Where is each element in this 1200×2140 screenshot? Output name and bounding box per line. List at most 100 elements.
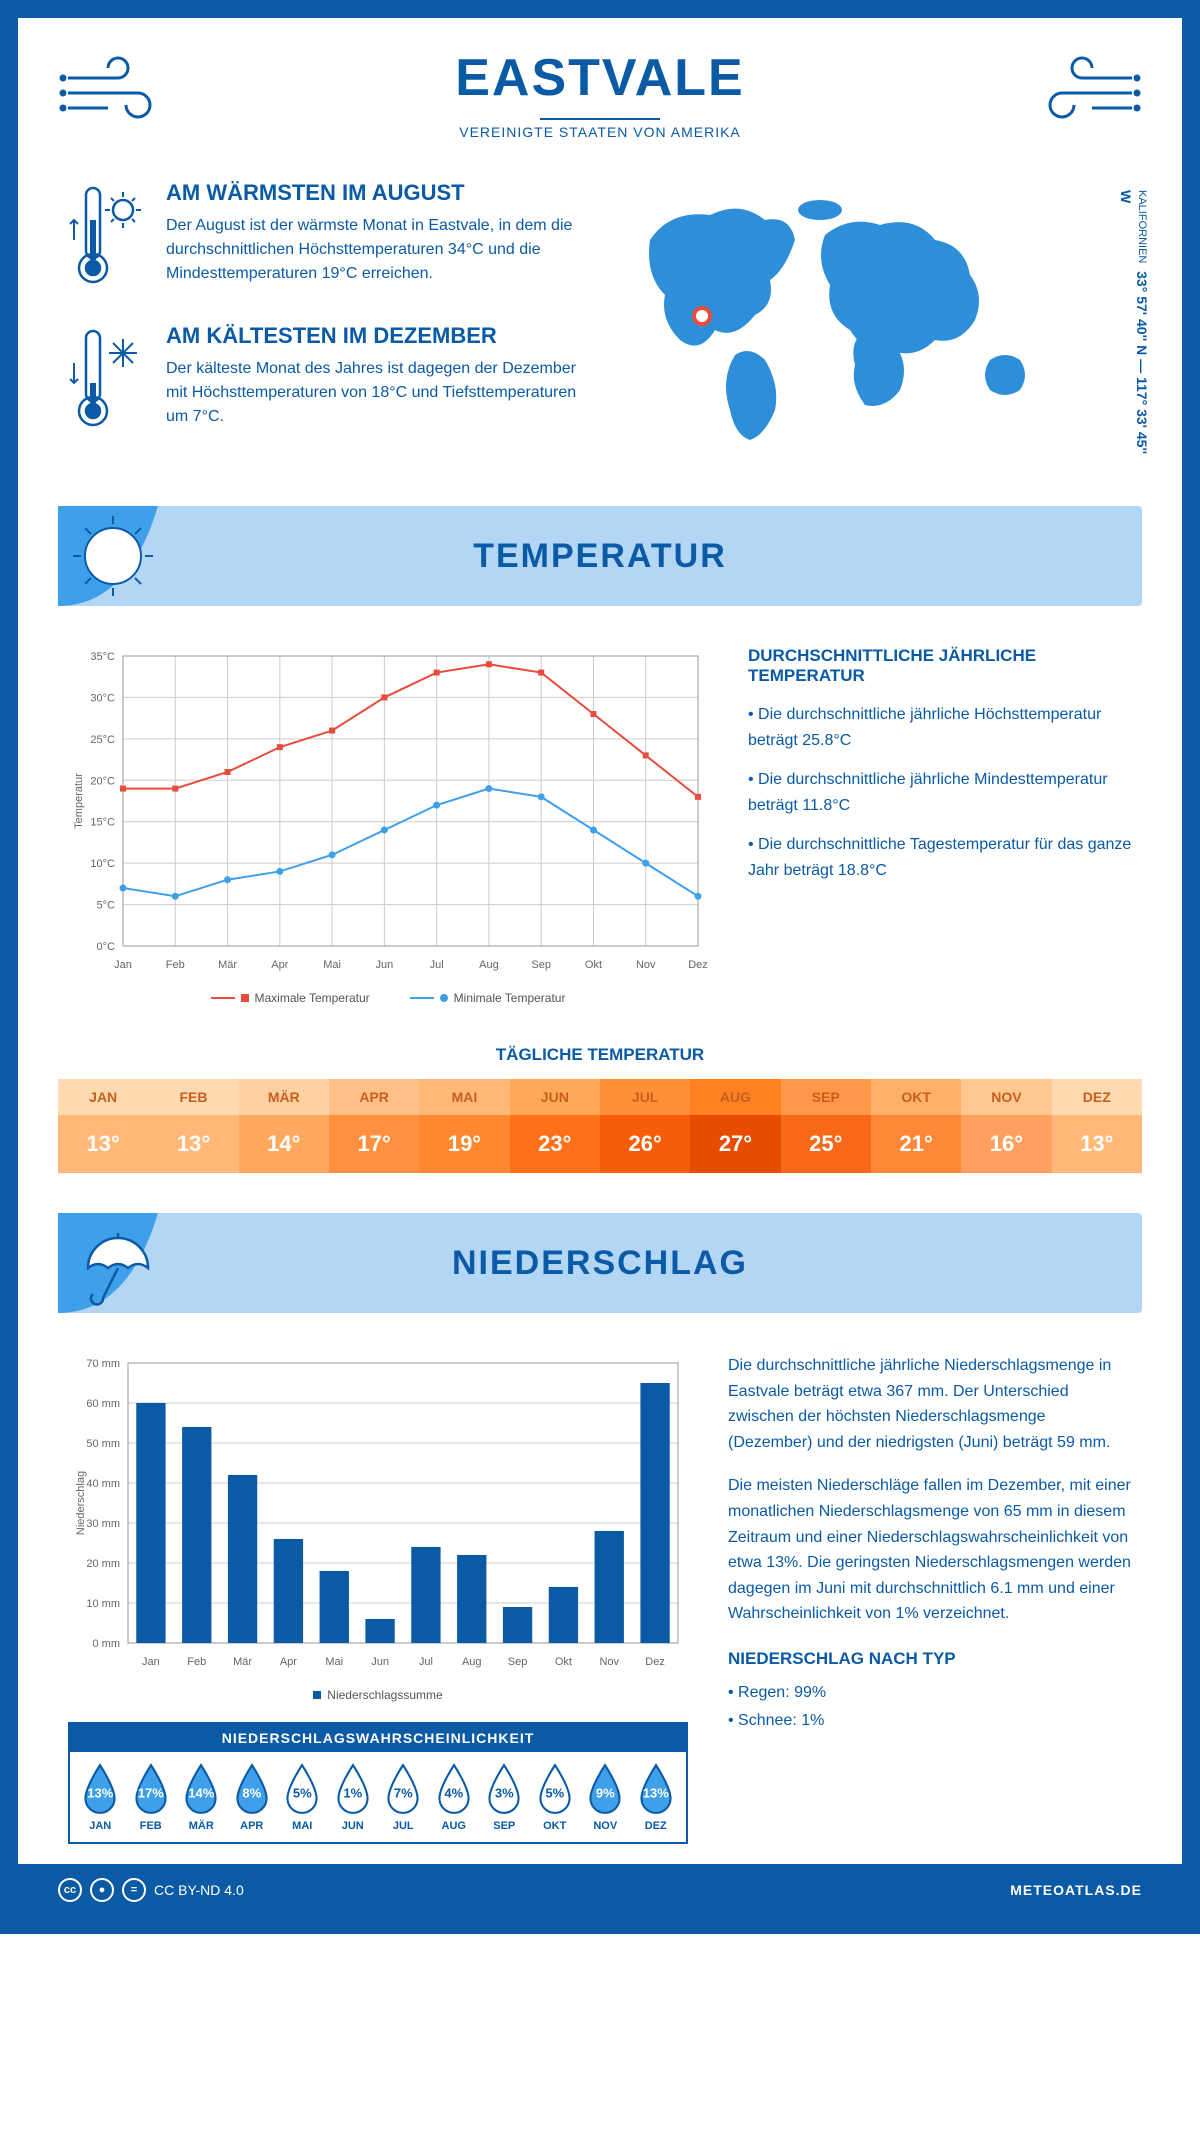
drop-icon: 17% [130,1762,172,1816]
precip-text-1: Die durchschnittliche jährliche Niedersc… [728,1353,1132,1455]
drop-icon: 14% [180,1762,222,1816]
svg-text:20°C: 20°C [90,775,115,787]
warmest-text: Der August ist der wärmste Monat in East… [166,214,580,286]
daily-temp-cell: MÄR14° [239,1079,329,1173]
svg-text:Jun: Jun [371,1656,389,1668]
svg-text:Mai: Mai [325,1656,343,1668]
svg-text:60 mm: 60 mm [86,1398,120,1410]
prob-cell: 9% NOV [581,1762,630,1832]
prob-cell: 5% OKT [531,1762,580,1832]
drop-icon: 1% [332,1762,374,1816]
precip-type-item: • Schnee: 1% [728,1708,1132,1734]
svg-text:Temperatur: Temperatur [73,773,85,829]
svg-text:10 mm: 10 mm [86,1598,120,1610]
precip-probability-box: NIEDERSCHLAGSWAHRSCHEINLICHKEIT 13% JAN … [68,1722,688,1844]
footer: cc ● = CC BY-ND 4.0 METEOATLAS.DE [18,1864,1182,1916]
drop-icon: 5% [534,1762,576,1816]
cc-icon: cc [58,1878,82,1902]
prob-cell: 5% MAI [278,1762,327,1832]
svg-text:0°C: 0°C [97,941,116,953]
svg-text:Jul: Jul [419,1656,433,1668]
svg-text:30 mm: 30 mm [86,1518,120,1530]
warmest-title: AM WÄRMSTEN IM AUGUST [166,180,580,206]
coldest-text: Der kälteste Monat des Jahres ist dagege… [166,357,580,429]
prob-cell: 4% AUG [430,1762,479,1832]
warmest-block: AM WÄRMSTEN IM AUGUST Der August ist der… [68,180,580,295]
map-marker-icon [692,306,712,326]
svg-text:Dez: Dez [645,1656,665,1668]
prob-cell: 7% JUL [379,1762,428,1832]
drop-icon: 13% [79,1762,121,1816]
svg-text:5°C: 5°C [97,900,116,912]
by-icon: ● [90,1878,114,1902]
svg-text:30°C: 30°C [90,692,115,704]
daily-temp-cell: NOV16° [961,1079,1051,1173]
sun-icon [58,506,198,611]
page-title: EASTVALE [58,48,1142,108]
wind-icon [58,48,168,133]
drop-icon: 13% [635,1762,677,1816]
thermometer-cold-icon [68,323,148,438]
svg-text:40 mm: 40 mm [86,1478,120,1490]
daily-temp-cell: JUN23° [510,1079,600,1173]
prob-cell: 14% MÄR [177,1762,226,1832]
svg-text:Mai: Mai [323,959,341,971]
prob-cell: 1% JUN [329,1762,378,1832]
svg-text:Nov: Nov [599,1656,619,1668]
svg-text:Aug: Aug [462,1656,482,1668]
daily-temp-cell: MAI19° [419,1079,509,1173]
prob-cell: 8% APR [228,1762,277,1832]
precip-type-item: • Regen: 99% [728,1680,1132,1706]
temperature-legend: Maximale Temperatur Minimale Temperatur [68,991,708,1005]
svg-text:Jun: Jun [375,959,393,971]
svg-text:Jul: Jul [430,959,444,971]
svg-text:50 mm: 50 mm [86,1438,120,1450]
coordinates: KALIFORNIEN 33° 57' 40'' N — 117° 33' 45… [1118,190,1150,466]
temp-info-item: • Die durchschnittliche jährliche Mindes… [748,767,1132,818]
svg-text:Aug: Aug [479,959,499,971]
drop-icon: 3% [483,1762,525,1816]
precip-text-2: Die meisten Niederschläge fallen im Deze… [728,1473,1132,1627]
drop-icon: 8% [231,1762,273,1816]
daily-temp-cell: JUL26° [600,1079,690,1173]
svg-text:35°C: 35°C [90,651,115,663]
temp-info-title: DURCHSCHNITTLICHE JÄHRLICHE TEMPERATUR [748,646,1132,686]
temperature-banner: TEMPERATUR [58,506,1142,606]
umbrella-icon [58,1213,198,1318]
svg-text:Jan: Jan [114,959,132,971]
daily-temp-grid: JAN13°FEB13°MÄR14°APR17°MAI19°JUN23°JUL2… [58,1079,1142,1173]
nd-icon: = [122,1878,146,1902]
svg-text:Sep: Sep [508,1656,528,1668]
drop-icon: 5% [281,1762,323,1816]
world-map: KALIFORNIEN 33° 57' 40'' N — 117° 33' 45… [620,180,1132,466]
svg-text:Nov: Nov [636,959,656,971]
daily-temp-cell: APR17° [329,1079,419,1173]
svg-text:0 mm: 0 mm [93,1638,121,1650]
precip-chart: 0 mm10 mm20 mm30 mm40 mm50 mm60 mm70 mmN… [68,1353,688,1702]
daily-temp-title: TÄGLICHE TEMPERATUR [18,1045,1182,1065]
license-text: CC BY-ND 4.0 [154,1882,244,1898]
prob-cell: 17% FEB [127,1762,176,1832]
thermometer-hot-icon [68,180,148,295]
drop-icon: 7% [382,1762,424,1816]
daily-temp-cell: DEZ13° [1052,1079,1142,1173]
site-name: METEOATLAS.DE [1010,1882,1142,1898]
precip-type-title: NIEDERSCHLAG NACH TYP [728,1645,1132,1672]
prob-cell: 13% JAN [76,1762,125,1832]
prob-cell: 3% SEP [480,1762,529,1832]
svg-text:Mär: Mär [233,1656,252,1668]
precip-info: Die durchschnittliche jährliche Niedersc… [728,1353,1132,1844]
page-subtitle: VEREINIGTE STAATEN VON AMERIKA [58,124,1142,140]
precip-banner: NIEDERSCHLAG [58,1213,1142,1313]
svg-text:10°C: 10°C [90,858,115,870]
temp-info-item: • Die durchschnittliche jährliche Höchst… [748,702,1132,753]
svg-text:Niederschlag: Niederschlag [75,1471,87,1535]
daily-temp-cell: OKT21° [871,1079,961,1173]
temperature-chart: 0°C5°C10°C15°C20°C25°C30°C35°CJanFebMärA… [68,646,708,1005]
svg-text:Apr: Apr [280,1656,297,1668]
drop-icon: 4% [433,1762,475,1816]
temperature-title: TEMPERATUR [473,537,727,576]
svg-text:Okt: Okt [555,1656,572,1668]
drop-icon: 9% [584,1762,626,1816]
svg-text:Okt: Okt [585,959,602,971]
